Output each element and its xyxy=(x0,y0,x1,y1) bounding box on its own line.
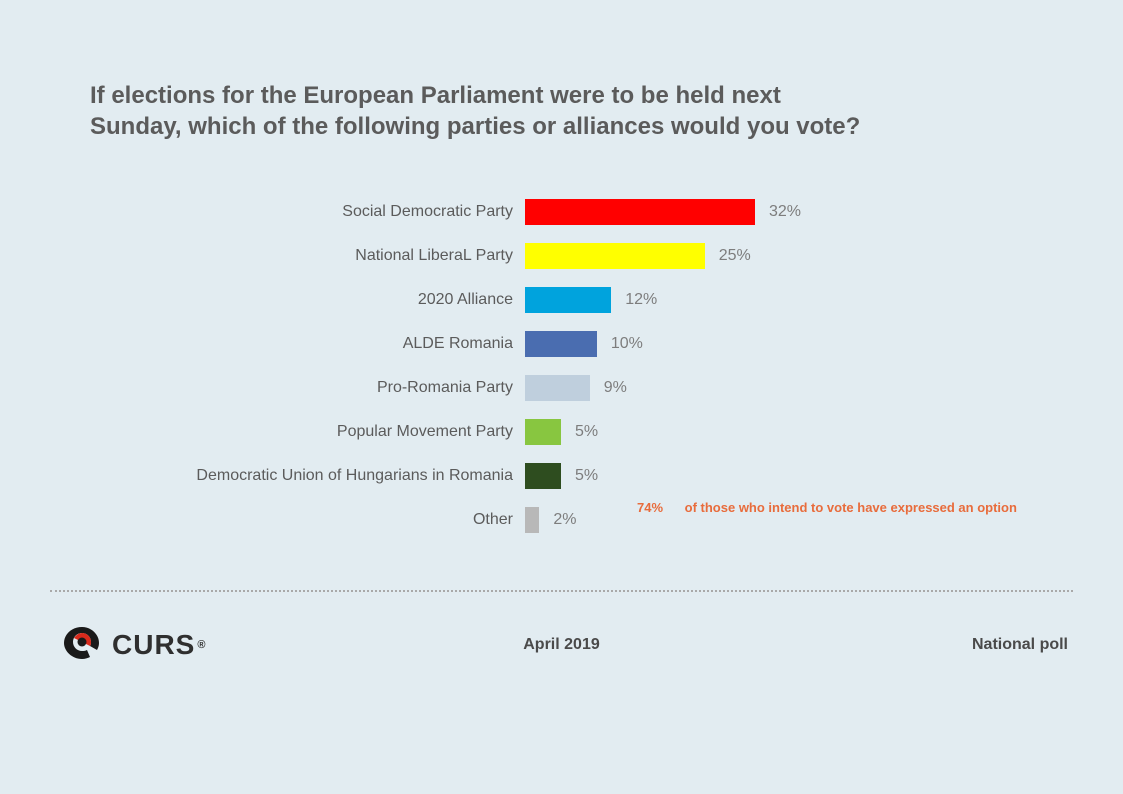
chart-row: National LiberaL Party 25% xyxy=(180,234,980,278)
bar-area: 9% xyxy=(525,375,980,401)
title-line-2: Sunday, which of the following parties o… xyxy=(90,111,860,142)
footnote-pct: 74% xyxy=(637,500,663,515)
value-label: 5% xyxy=(575,467,598,485)
bar-area: 12% xyxy=(525,287,980,313)
footer: CURS ® April 2019 National poll xyxy=(0,623,1123,667)
value-label: 9% xyxy=(604,379,627,397)
chart-row: Pro-Romania Party 9% xyxy=(180,366,980,410)
bar-area: 25% xyxy=(525,243,980,269)
bar xyxy=(525,419,561,445)
bar-area: 32% xyxy=(525,199,980,225)
bar-area: 10% xyxy=(525,331,980,357)
category-label: Pro-Romania Party xyxy=(180,379,525,397)
chart-row: Popular Movement Party 5% xyxy=(180,410,980,454)
chart-row: 2020 Alliance 12% xyxy=(180,278,980,322)
category-label: Social Democratic Party xyxy=(180,203,525,221)
value-label: 32% xyxy=(769,203,801,221)
bar-area: 5% xyxy=(525,419,980,445)
footnote-text: of those who intend to vote have express… xyxy=(685,500,1017,515)
bar xyxy=(525,463,561,489)
value-label: 10% xyxy=(611,335,643,353)
category-label: 2020 Alliance xyxy=(180,291,525,309)
category-label: ALDE Romania xyxy=(180,335,525,353)
bar xyxy=(525,243,705,269)
bar xyxy=(525,507,539,533)
value-label: 12% xyxy=(625,291,657,309)
value-label: 25% xyxy=(719,247,751,265)
chart-row: Social Democratic Party 32% xyxy=(180,190,980,234)
bar-area: 5% xyxy=(525,463,980,489)
divider-line xyxy=(50,590,1073,592)
category-label: National LiberaL Party xyxy=(180,247,525,265)
bar xyxy=(525,331,597,357)
chart-row: ALDE Romania 10% xyxy=(180,322,980,366)
value-label: 5% xyxy=(575,423,598,441)
chart-title: If elections for the European Parliament… xyxy=(90,80,860,142)
bar-chart: Social Democratic Party 32% National Liber… xyxy=(180,190,980,542)
bar xyxy=(525,199,755,225)
footer-poll-type: National poll xyxy=(972,636,1068,654)
title-line-1: If elections for the European Parliament… xyxy=(90,80,860,111)
bar xyxy=(525,375,590,401)
bar xyxy=(525,287,611,313)
category-label: Other xyxy=(180,511,525,529)
footer-date: April 2019 xyxy=(0,636,1123,654)
footnote: 74% of those who intend to vote have exp… xyxy=(637,500,1017,515)
category-label: Popular Movement Party xyxy=(180,423,525,441)
value-label: 2% xyxy=(553,511,576,529)
category-label: Democratic Union of Hungarians in Romani… xyxy=(180,467,525,485)
chart-row: Democratic Union of Hungarians in Romani… xyxy=(180,454,980,498)
